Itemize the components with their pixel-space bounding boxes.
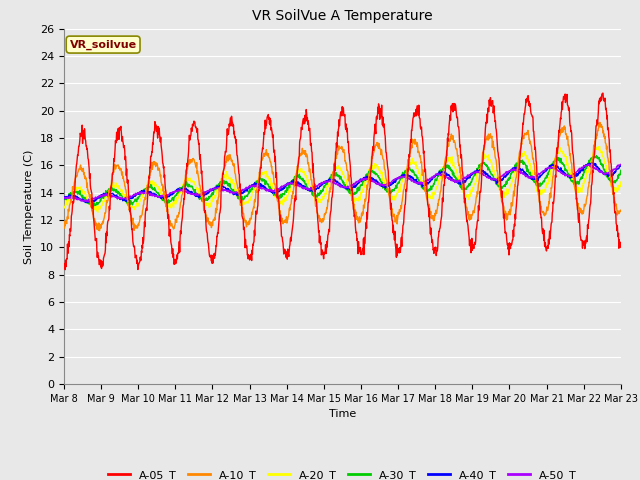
X-axis label: Time: Time	[329, 409, 356, 419]
Legend: A-05_T, A-10_T, A-20_T, A-30_T, A-40_T, A-50_T: A-05_T, A-10_T, A-20_T, A-30_T, A-40_T, …	[104, 465, 581, 480]
Y-axis label: Soil Temperature (C): Soil Temperature (C)	[24, 149, 35, 264]
Title: VR SoilVue A Temperature: VR SoilVue A Temperature	[252, 10, 433, 24]
Text: VR_soilvue: VR_soilvue	[70, 39, 137, 50]
